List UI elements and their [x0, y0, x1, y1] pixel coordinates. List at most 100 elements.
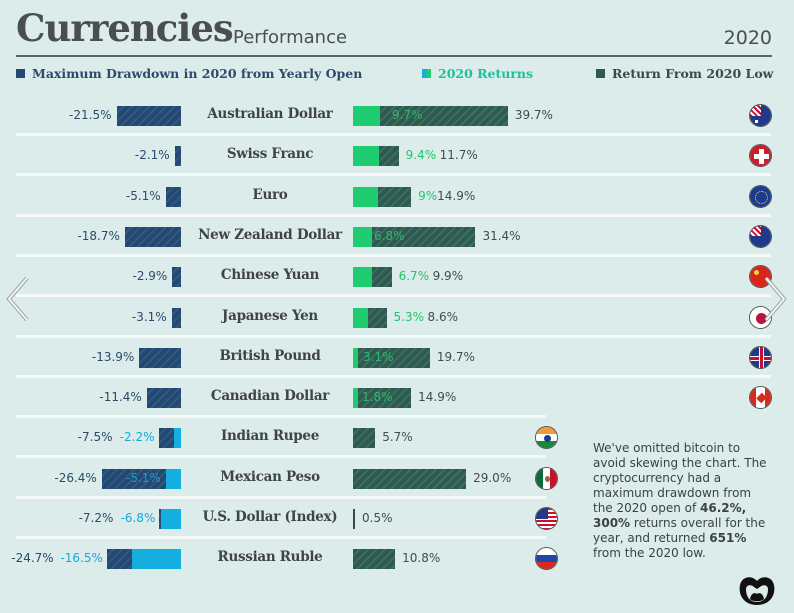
note-text: returns overall for the year, and return…: [593, 516, 766, 545]
returns-bar: [353, 226, 476, 247]
drawdown-max-segment: [146, 388, 181, 409]
drawdown-bar: [146, 388, 181, 409]
drawdown-value: -26.4%: [54, 470, 97, 485]
returns-bar: [353, 509, 355, 529]
legend-swatch-drawdown: [16, 69, 25, 78]
visual-capitalist-logo: [738, 575, 776, 611]
prev-arrow-button[interactable]: [5, 275, 31, 327]
mexico-flag-icon: [535, 466, 558, 490]
drawdown-value: -3.1%: [131, 309, 167, 324]
return-value-negative: -2.2%: [119, 430, 155, 445]
table-row: -2.1% Swiss Franc 9.4% 11.7%: [0, 136, 794, 176]
header-rule: [16, 55, 772, 57]
return-value-negative: -5.1%: [126, 470, 161, 485]
note-bold-from-low: 651%: [709, 531, 747, 545]
returns-bar: [353, 106, 508, 126]
drawdown-bar: [174, 146, 181, 167]
new-zealand-flag-icon: [749, 224, 772, 248]
from-low-value: 8.6%: [427, 309, 459, 324]
table-row: -16.5% -24.7% Russian Ruble 10.8%: [0, 539, 794, 579]
drawdown-max-segment: [139, 347, 181, 368]
drawdown-max-segment: [174, 146, 181, 167]
drawdown-current-segment: [165, 468, 181, 489]
currency-name: Indian Rupee: [220, 428, 319, 445]
row-divider: [16, 334, 771, 338]
legend-label-returns: 2020 Returns: [438, 66, 534, 81]
drawdown-value: -2.1%: [134, 148, 170, 163]
currency-name: Euro: [252, 186, 288, 203]
drawdown-value: -24.7%: [11, 551, 54, 566]
japan-flag-icon: [749, 305, 772, 329]
returns-bar: [353, 307, 387, 328]
table-row: -5.1% Euro 9% 14.9%: [0, 177, 794, 217]
next-arrow-button[interactable]: [762, 275, 788, 327]
currency-name: Australian Dollar: [207, 106, 333, 122]
return-value-negative: -16.5%: [60, 551, 103, 566]
row-divider: [16, 415, 546, 419]
from-low-value: 11.7%: [439, 148, 478, 163]
row-divider: [16, 213, 771, 217]
india-flag-icon: [535, 426, 558, 450]
returns-bar: [353, 267, 392, 288]
row-divider: [16, 495, 546, 499]
table-row: -6.8% -7.2% U.S. Dollar (Index) 0.5%: [0, 499, 794, 539]
from-low-value: 0.5%: [362, 511, 393, 525]
usa-flag-icon: [535, 507, 558, 530]
uk-flag-icon: [749, 345, 772, 369]
from-low-segment: [353, 509, 355, 529]
returns-segment: [353, 267, 372, 288]
drawdown-bar: [165, 186, 181, 207]
from-low-value: 9.9%: [432, 269, 464, 284]
page-subtitle: Performance: [233, 27, 348, 48]
drawdown-max-segment: [101, 468, 166, 489]
note-text: We've omitted bitcoin to avoid skewing t…: [593, 441, 767, 515]
drawdown-value: -11.4%: [99, 390, 142, 405]
from-low-segment: [353, 428, 376, 449]
eu-flag-icon: [749, 184, 772, 208]
drawdown-max-segment: [116, 106, 181, 126]
drawdown-value: -18.7%: [77, 228, 120, 243]
returns-segment: [353, 186, 379, 207]
from-low-segment: [380, 106, 508, 126]
drawdown-value: -13.9%: [91, 349, 135, 364]
currency-name: Chinese Yuan: [220, 267, 320, 284]
year-label: 2020: [723, 27, 772, 49]
from-low-segment: [371, 267, 392, 288]
from-low-segment: [358, 347, 430, 368]
drawdown-bar: [171, 307, 181, 328]
switzerland-flag-icon: [749, 144, 772, 168]
australia-flag-icon: [749, 104, 772, 127]
currency-name: Russian Ruble: [217, 549, 323, 566]
from-low-segment: [367, 307, 387, 328]
return-value-negative: -6.8%: [120, 511, 156, 525]
row-divider: [16, 133, 771, 136]
legend-returns: 2020 Returns: [422, 66, 533, 81]
returns-value: 6.7%: [398, 269, 430, 284]
drawdown-max-segment: [159, 509, 161, 529]
drawdown-current-segment: [174, 428, 181, 449]
note-text: from the 2020 low.: [593, 546, 706, 560]
drawdown-max-segment: [158, 428, 175, 449]
currency-name: British Pound: [219, 347, 321, 364]
legend-swatch-from-low: [596, 69, 605, 78]
drawdown-value: -7.5%: [77, 430, 113, 445]
returns-segment: [353, 106, 381, 126]
table-row: -18.7% New Zealand Dollar 6.8% 31.4%: [0, 217, 794, 257]
currency-name: U.S. Dollar (Index): [202, 509, 338, 525]
drawdown-current-segment: [160, 509, 181, 529]
from-low-value: 14.9%: [418, 390, 457, 405]
from-low-value: 39.7%: [514, 108, 553, 122]
row-divider: [16, 455, 546, 459]
returns-value: 9%: [418, 188, 438, 203]
currency-name: Swiss Franc: [226, 146, 314, 163]
returns-segment: [353, 388, 358, 409]
returns-value: 9.7%: [392, 108, 423, 122]
legend-from-low: Return From 2020 Low: [596, 66, 773, 81]
drawdown-bar: [101, 468, 181, 489]
legend-label-from-low: Return From 2020 Low: [612, 66, 774, 81]
drawdown-value: -5.1%: [125, 188, 161, 203]
table-row: -26.4% -5.1% Mexican Peso 29.0%: [0, 459, 794, 499]
from-low-segment: [378, 186, 412, 207]
from-low-segment: [353, 549, 396, 570]
currency-name: New Zealand Dollar: [198, 226, 342, 243]
